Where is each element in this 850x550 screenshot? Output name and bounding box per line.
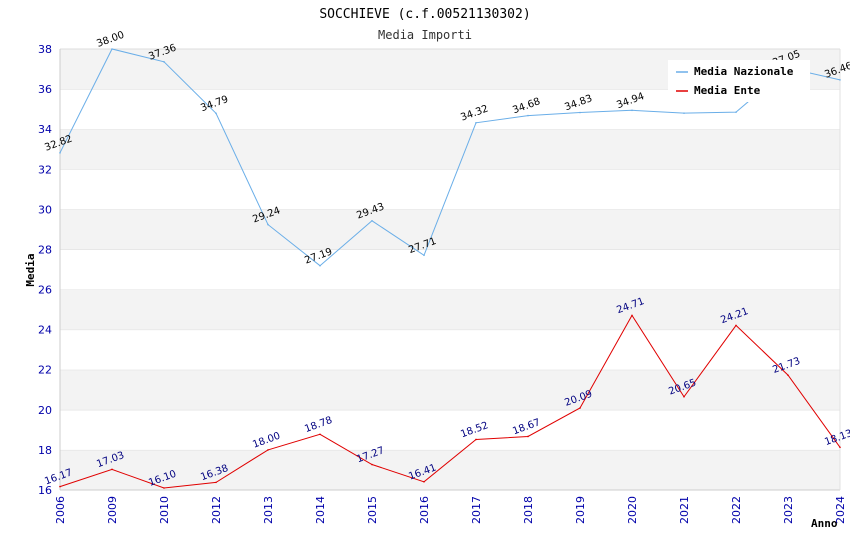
x-tick-label: 2019 bbox=[574, 496, 587, 524]
x-tick-label: 2014 bbox=[314, 496, 327, 524]
y-tick-label: 28 bbox=[38, 243, 52, 256]
chart-title: SOCCHIEVE (c.f.00521130302) bbox=[319, 7, 530, 22]
grid-band bbox=[60, 409, 840, 450]
data-point-media-nazionale bbox=[735, 111, 737, 113]
x-tick-label: 2021 bbox=[678, 496, 691, 524]
data-point-media-ente bbox=[839, 446, 841, 449]
data-point-media-nazionale bbox=[527, 114, 529, 117]
y-tick-label: 20 bbox=[38, 404, 52, 417]
data-point-media-nazionale bbox=[163, 61, 165, 63]
x-tick-label: 2022 bbox=[730, 496, 743, 524]
y-axis-ticks: 16 18 20 22 24 26 28 30 32 34 36 38 bbox=[38, 43, 52, 497]
legend: Media Nazionale Media Ente bbox=[668, 60, 810, 102]
legend-label-media-nazionale: Media Nazionale bbox=[694, 65, 794, 78]
data-point-media-nazionale bbox=[111, 48, 113, 50]
data-point-media-ente bbox=[423, 480, 425, 483]
x-tick-label: 2006 bbox=[54, 496, 67, 524]
data-point-media-ente bbox=[59, 485, 61, 488]
series-line-media-nazionale bbox=[59, 48, 841, 267]
x-tick-label: 2018 bbox=[522, 496, 535, 524]
data-point-media-ente bbox=[527, 435, 529, 438]
y-tick-label: 18 bbox=[38, 444, 52, 457]
data-point-media-nazionale bbox=[683, 112, 685, 114]
data-point-media-nazionale bbox=[59, 152, 61, 154]
data-label-media-nazionale: 38.00 bbox=[95, 30, 126, 50]
data-point-media-ente bbox=[163, 487, 165, 489]
x-tick-label: 2023 bbox=[782, 496, 795, 524]
x-tick-label: 2024 bbox=[834, 496, 847, 524]
grid-band bbox=[60, 129, 840, 170]
x-tick-label: 2017 bbox=[470, 496, 483, 524]
series-line-media-ente bbox=[59, 314, 841, 489]
x-axis-title: Anno bbox=[811, 517, 838, 530]
y-tick-label: 32 bbox=[38, 163, 52, 176]
data-point-media-ente bbox=[631, 314, 633, 317]
data-point-media-ente bbox=[319, 433, 321, 436]
data-point-media-ente bbox=[735, 324, 737, 327]
chart-subtitle: Media Importi bbox=[378, 28, 472, 42]
x-tick-label: 2013 bbox=[262, 496, 275, 524]
data-point-media-nazionale bbox=[423, 254, 425, 257]
x-axis-ticks: 2006 2009 2010 2012 2013 2014 2015 2016 2017 2018… bbox=[54, 496, 847, 524]
y-axis-title: Media bbox=[24, 253, 37, 286]
y-tick-label: 24 bbox=[38, 324, 52, 337]
data-point-media-ente bbox=[787, 374, 789, 376]
y-tick-label: 26 bbox=[38, 284, 52, 297]
x-tick-label: 2020 bbox=[626, 496, 639, 524]
y-tick-label: 34 bbox=[38, 123, 52, 136]
grid-band bbox=[60, 369, 840, 410]
legend-box bbox=[668, 60, 810, 102]
data-point-media-nazionale bbox=[579, 111, 581, 114]
data-point-media-ente bbox=[215, 481, 217, 484]
y-tick-label: 22 bbox=[38, 364, 52, 377]
y-tick-label: 36 bbox=[38, 83, 52, 96]
x-tick-label: 2009 bbox=[106, 496, 119, 524]
x-tick-label: 2012 bbox=[210, 496, 223, 524]
x-tick-label: 2016 bbox=[418, 496, 431, 524]
data-point-media-ente bbox=[579, 407, 581, 409]
data-point-media-nazionale bbox=[371, 219, 373, 222]
y-tick-label: 38 bbox=[38, 43, 52, 56]
grid-band bbox=[60, 289, 840, 330]
y-tick-label: 16 bbox=[38, 484, 52, 497]
data-point-media-nazionale bbox=[267, 223, 269, 226]
data-point-media-ente bbox=[267, 449, 269, 451]
y-tick-label: 30 bbox=[38, 203, 52, 216]
x-tick-label: 2015 bbox=[366, 496, 379, 524]
legend-label-media-ente: Media Ente bbox=[694, 84, 761, 97]
grid-bands bbox=[60, 48, 840, 490]
grid-band bbox=[60, 209, 840, 250]
grid-band bbox=[60, 329, 840, 370]
data-point-media-ente bbox=[683, 395, 685, 398]
data-point-media-nazionale bbox=[319, 264, 321, 267]
data-point-media-ente bbox=[371, 463, 373, 466]
grid-band bbox=[60, 249, 840, 290]
data-point-media-nazionale bbox=[215, 112, 217, 115]
data-point-media-nazionale bbox=[475, 121, 477, 124]
data-point-media-nazionale bbox=[839, 79, 841, 81]
data-point-media-nazionale bbox=[631, 109, 633, 112]
plot-frame bbox=[59, 49, 841, 491]
data-point-media-ente bbox=[475, 438, 477, 441]
grid-band bbox=[60, 449, 840, 490]
data-point-media-ente bbox=[111, 468, 113, 471]
x-tick-label: 2010 bbox=[158, 496, 171, 524]
